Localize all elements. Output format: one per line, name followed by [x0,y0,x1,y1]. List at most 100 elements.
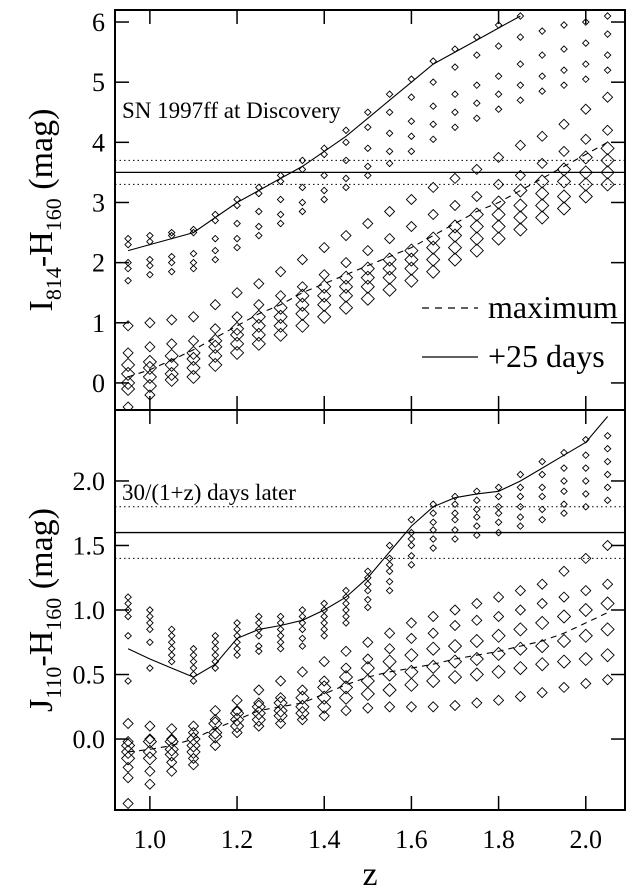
data-point-small-diamond [560,45,568,53]
data-point-small-diamond [581,464,590,472]
data-point-small-diamond [603,431,612,440]
data-point-medium-diamond [362,244,374,257]
data-point-medium-diamond [580,677,592,690]
data-point-large-diamond [251,327,266,342]
x-tick-label: 1.4 [308,825,341,854]
data-point-large-diamond [251,706,266,721]
series-line-dashed-1 [128,612,608,753]
data-point-small-diamond [254,642,263,650]
data-point-small-diamond [233,651,241,660]
data-point-small-diamond [429,544,438,552]
data-point-large-diamond [295,318,310,333]
data-point-medium-diamond [166,314,178,326]
data-point-small-diamond [124,276,132,285]
legend-label-plus25: +25 days [488,338,605,374]
y-tick-label: 3 [92,188,105,217]
data-point-large-diamond [317,680,332,695]
data-point-small-diamond [451,509,459,518]
data-point-small-diamond [560,448,568,457]
data-point-medium-diamond [492,694,505,706]
data-point-medium-diamond [187,311,200,323]
data-point-medium-diamond [471,190,483,203]
data-point-medium-diamond [362,217,374,230]
data-point-small-diamond [603,51,612,59]
data-point-large-diamond [535,638,550,654]
data-point-small-diamond [276,625,285,634]
data-point-small-diamond [451,90,459,99]
data-point-large-diamond [578,602,593,618]
data-point-small-diamond [451,526,459,534]
data-point-large-diamond [251,712,266,727]
data-point-medium-diamond [471,597,483,610]
data-point-small-diamond [167,644,176,653]
data-point-medium-diamond [296,666,309,678]
x-tick-label: 2.0 [570,825,603,854]
data-point-large-diamond [404,243,419,258]
data-point-large-diamond [578,651,593,667]
data-point-small-diamond [254,189,263,198]
data-point-large-diamond [535,186,550,201]
data-point-small-diamond [472,513,481,521]
data-point-small-diamond [211,255,220,264]
data-point-large-diamond [556,609,572,624]
data-point-medium-diamond [601,578,614,590]
data-point-small-diamond [124,264,132,273]
data-point-small-diamond [581,60,590,68]
data-point-small-diamond [189,228,198,237]
x-tick-label: 1.2 [221,825,254,854]
data-point-small-diamond [276,177,285,186]
data-point-large-diamond [556,162,572,177]
data-point-large-diamond [229,327,245,342]
top-panel: 0 1 2 3 4 5 6 SN 1997ff at Discovery maximum +… [23,8,626,411]
data-point-large-diamond [251,336,266,351]
data-point-small-diamond [320,171,329,180]
data-point-medium-diamond [383,701,396,713]
data-point-small-diamond [407,93,416,102]
data-point-large-diamond [600,165,615,180]
bottom-annotation: 30/(1+z) days later [122,480,296,505]
data-point-small-diamond [146,619,154,627]
data-point-small-diamond [211,234,220,243]
data-point-medium-diamond [318,675,330,687]
data-point-small-diamond [560,81,568,90]
data-point-large-diamond [426,231,441,246]
data-point-small-diamond [363,171,372,180]
data-point-medium-diamond [318,655,330,668]
data-point-medium-diamond [405,220,418,233]
data-point-medium-diamond [340,645,352,657]
data-point-small-diamond [363,586,372,595]
data-point-small-diamond [451,515,459,524]
data-point-large-diamond [382,682,397,698]
data-point-small-diamond [167,657,176,666]
data-point-large-diamond [273,327,288,342]
data-point-small-diamond [276,644,285,653]
data-point-small-diamond [603,12,612,20]
data-point-small-diamond [320,612,329,621]
data-point-large-diamond [556,201,572,216]
data-point-large-diamond [229,712,245,727]
data-point-large-diamond [142,360,158,376]
data-point-large-diamond [229,336,245,351]
data-point-small-diamond [276,631,285,640]
data-point-large-diamond [120,381,136,397]
data-point-large-diamond [578,150,593,165]
data-point-large-diamond [426,252,441,267]
data-point-large-diamond [229,321,245,336]
data-point-large-diamond [600,622,615,637]
data-point-large-diamond [447,669,463,685]
data-point-medium-diamond [449,604,461,616]
data-point-small-diamond [363,595,372,604]
data-point-large-diamond [491,231,506,246]
data-point-large-diamond [360,279,375,294]
data-point-large-diamond [142,744,158,760]
data-point-small-diamond [254,207,263,216]
data-point-small-diamond [363,144,372,153]
x-axis-title: z [362,856,377,890]
data-point-small-diamond [494,90,503,99]
data-point-medium-diamond [601,674,614,686]
data-point-large-diamond [491,646,506,662]
data-point-large-diamond [186,744,201,760]
data-point-medium-diamond [362,653,374,665]
data-point-large-diamond [186,360,201,376]
data-point-large-diamond [404,252,419,267]
